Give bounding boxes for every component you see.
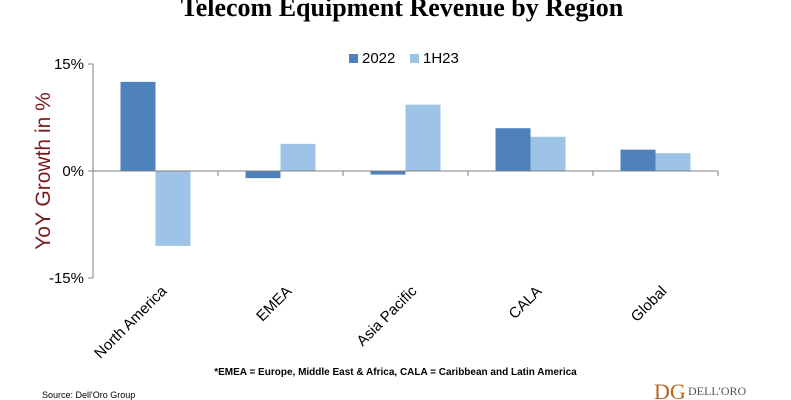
legend: 2022 1H23 — [349, 50, 459, 67]
legend-swatch — [349, 54, 358, 63]
category-labels: North America EMEA Asia Pacific CALA Global — [91, 282, 670, 362]
bars — [120, 81, 719, 246]
y-axis-label: YoY Growth in % — [32, 92, 55, 250]
y-tick-label: -15% — [49, 270, 84, 287]
logo-letters: DG — [654, 380, 686, 400]
category-label: North America — [91, 282, 171, 362]
legend-label: 1H23 — [423, 50, 459, 67]
bar-1h23-cala — [530, 136, 566, 171]
legend-label: 2022 — [362, 50, 395, 67]
chart-title: Telecom Equipment Revenue by Region — [181, 0, 624, 22]
bar-2022-global — [620, 149, 656, 171]
category-label: Asia Pacific — [353, 282, 420, 349]
bar-2022-emea — [245, 171, 281, 179]
logo-text: DELL'ORO — [688, 384, 746, 398]
footnote: *EMEA = Europe, Middle East & Africa, CA… — [214, 367, 577, 378]
dell-oro-logo: DG DELL'ORO — [654, 380, 746, 400]
bar-1h23-asia-pacific — [405, 104, 441, 171]
category-label: EMEA — [253, 283, 295, 325]
bar-2022-asia-pacific — [370, 171, 406, 175]
bar-1h23-global — [655, 153, 691, 171]
source-note: Source: Dell'Oro Group — [42, 390, 136, 400]
y-tick-label: 0% — [62, 163, 84, 180]
bar-2022-north-america — [120, 81, 156, 171]
category-label: Global — [628, 283, 671, 326]
bar-1h23-north-america — [155, 171, 191, 246]
bar-1h23-emea — [280, 143, 316, 171]
bar-2022-cala — [495, 128, 531, 171]
y-axis-ticks: 15% 0% -15% — [49, 56, 93, 287]
category-label: CALA — [506, 283, 546, 323]
legend-swatch — [410, 54, 419, 63]
y-tick-label: 15% — [54, 56, 84, 73]
